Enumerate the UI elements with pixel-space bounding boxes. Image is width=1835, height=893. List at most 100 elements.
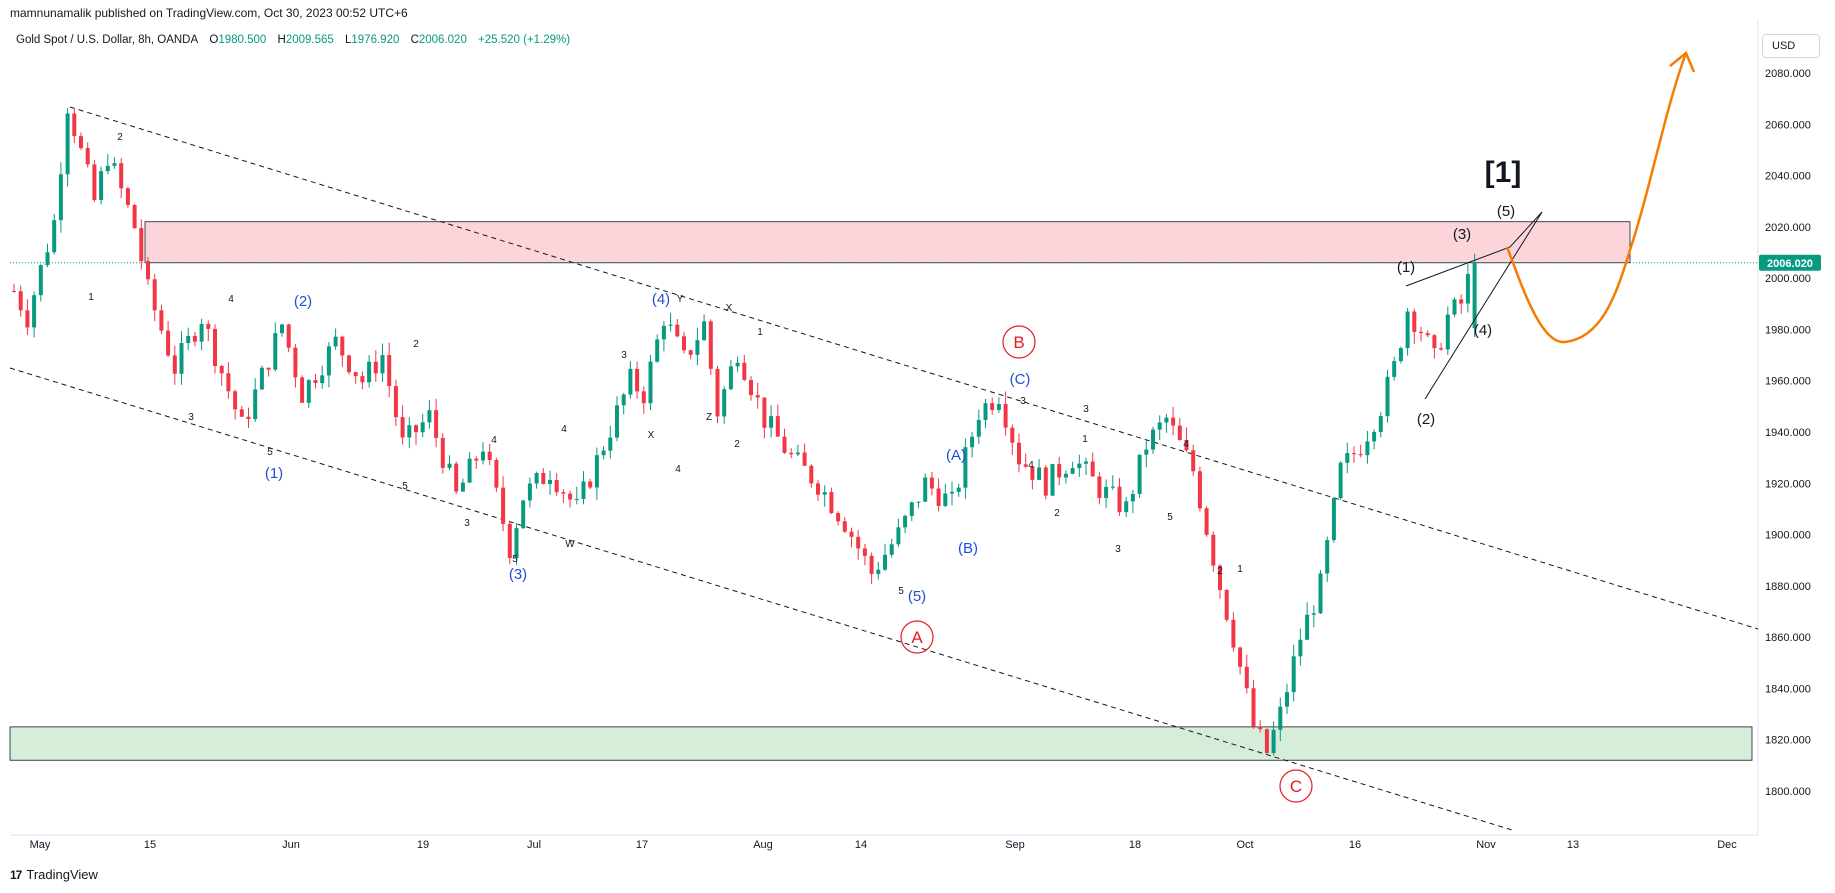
x-tick-label: 14 <box>855 839 867 851</box>
y-tick-label: 1860.000 <box>1765 632 1811 644</box>
candle-body <box>809 465 814 484</box>
candle-body <box>1097 476 1102 498</box>
symbol-name[interactable]: Gold Spot / U.S. Dollar, 8h, OANDA <box>16 34 199 46</box>
wave-label-minor: Z <box>706 412 712 423</box>
candle-body <box>1278 706 1283 730</box>
wave-label-minor: 2 <box>1217 566 1223 577</box>
channel-upper-line[interactable] <box>69 106 1759 630</box>
open-label: O <box>209 34 219 46</box>
wave-label-minor: 5 <box>898 586 904 597</box>
candle-body <box>12 290 16 292</box>
candle-body <box>594 455 599 488</box>
candle-body <box>1003 404 1008 428</box>
candle-body <box>1144 449 1149 455</box>
candle-body <box>1318 573 1323 614</box>
candle-body <box>340 336 345 356</box>
wave-label-minor: 5 <box>512 554 518 565</box>
candle-body <box>52 220 57 253</box>
wave-label-minor: Y <box>677 294 684 305</box>
wave-label-minor: 4 <box>1028 460 1034 471</box>
candle-body <box>749 379 753 396</box>
candle-body <box>1104 486 1109 498</box>
wave-label-blue: (C) <box>1010 371 1031 388</box>
tradingview-brand: TradingView <box>26 867 98 882</box>
candle-body <box>735 362 740 367</box>
resistance-zone[interactable] <box>144 221 1631 264</box>
candle-body <box>936 488 941 506</box>
candle-body <box>347 355 351 373</box>
candle-body <box>1224 589 1229 620</box>
candle-body <box>313 380 318 384</box>
candle-body <box>862 548 867 556</box>
candle-body <box>239 409 244 417</box>
candle-body <box>25 310 30 328</box>
tradingview-footer[interactable]: 17 TradingView <box>10 867 98 882</box>
candle-body <box>608 437 613 451</box>
close-value: 2006.020 <box>418 34 467 46</box>
candle-body <box>481 451 485 461</box>
wedge-upper-line[interactable] <box>1405 211 1543 287</box>
candle-body <box>655 339 660 362</box>
x-tick-label: 17 <box>636 839 648 851</box>
candle-body <box>1070 468 1075 474</box>
candle-body <box>427 410 432 423</box>
wave-label-minor: 4 <box>228 294 234 305</box>
x-tick-label: 13 <box>1567 839 1579 851</box>
y-tick-label: 1900.000 <box>1765 530 1811 542</box>
candle-body <box>353 372 358 377</box>
wave-label-minor: 3 <box>464 518 470 529</box>
candle-body <box>460 482 465 492</box>
candle-body <box>842 521 847 532</box>
candle-body <box>661 325 666 340</box>
y-tick-label: 1880.000 <box>1765 581 1811 593</box>
candle-body <box>1110 486 1115 488</box>
candle-body <box>125 188 130 205</box>
candle-body <box>166 330 171 356</box>
channel-lower-line[interactable] <box>9 367 1513 831</box>
x-tick-label: Nov <box>1476 839 1496 851</box>
candle-body <box>601 450 606 456</box>
wave-label-dark: (3) <box>1453 226 1471 243</box>
candle-body <box>1171 417 1176 426</box>
candle-body <box>1124 501 1129 513</box>
candle-body <box>548 480 552 484</box>
candle-body <box>1398 348 1403 362</box>
last-price-tag[interactable] <box>1759 254 1821 271</box>
candle-body <box>199 323 204 342</box>
candle-body <box>1211 534 1216 566</box>
wave-label-blue: (A) <box>946 447 966 464</box>
candle-body <box>983 403 988 420</box>
candle-body <box>1023 464 1028 467</box>
open-value: 1980.500 <box>218 34 267 46</box>
candle-body <box>434 410 439 438</box>
candle-body <box>1090 461 1095 477</box>
candle-body <box>903 515 908 528</box>
x-tick-label: 18 <box>1129 839 1141 851</box>
projection-path[interactable] <box>1505 52 1688 344</box>
candle-body <box>568 493 573 500</box>
y-tick-label: 2060.000 <box>1765 119 1811 131</box>
candle-body <box>85 148 90 165</box>
candle-body <box>695 340 700 355</box>
candle-body <box>1325 540 1330 574</box>
candle-body <box>755 395 760 398</box>
candle-body <box>414 425 418 433</box>
publish-credit: mamnunamalik published on TradingView.co… <box>10 6 408 20</box>
candle-body <box>259 367 264 390</box>
currency-button[interactable]: USD <box>1762 34 1820 58</box>
wedge-lower-line[interactable] <box>1424 211 1543 400</box>
x-tick-label: Oct <box>1236 839 1253 851</box>
support-zone[interactable] <box>9 726 1753 761</box>
candle-body <box>326 346 331 376</box>
candle-body <box>541 473 546 484</box>
wave-label-minor: 3 <box>1020 396 1026 407</box>
wave-label-red: C <box>1290 777 1302 796</box>
wave-circle-red <box>1002 325 1036 359</box>
candle-body <box>1352 453 1356 455</box>
candle-body <box>139 228 144 262</box>
candle-body <box>192 335 197 342</box>
tradingview-logo-icon: 17 <box>10 867 22 882</box>
y-tick-label: 1800.000 <box>1765 786 1811 798</box>
candle-body <box>715 368 720 417</box>
